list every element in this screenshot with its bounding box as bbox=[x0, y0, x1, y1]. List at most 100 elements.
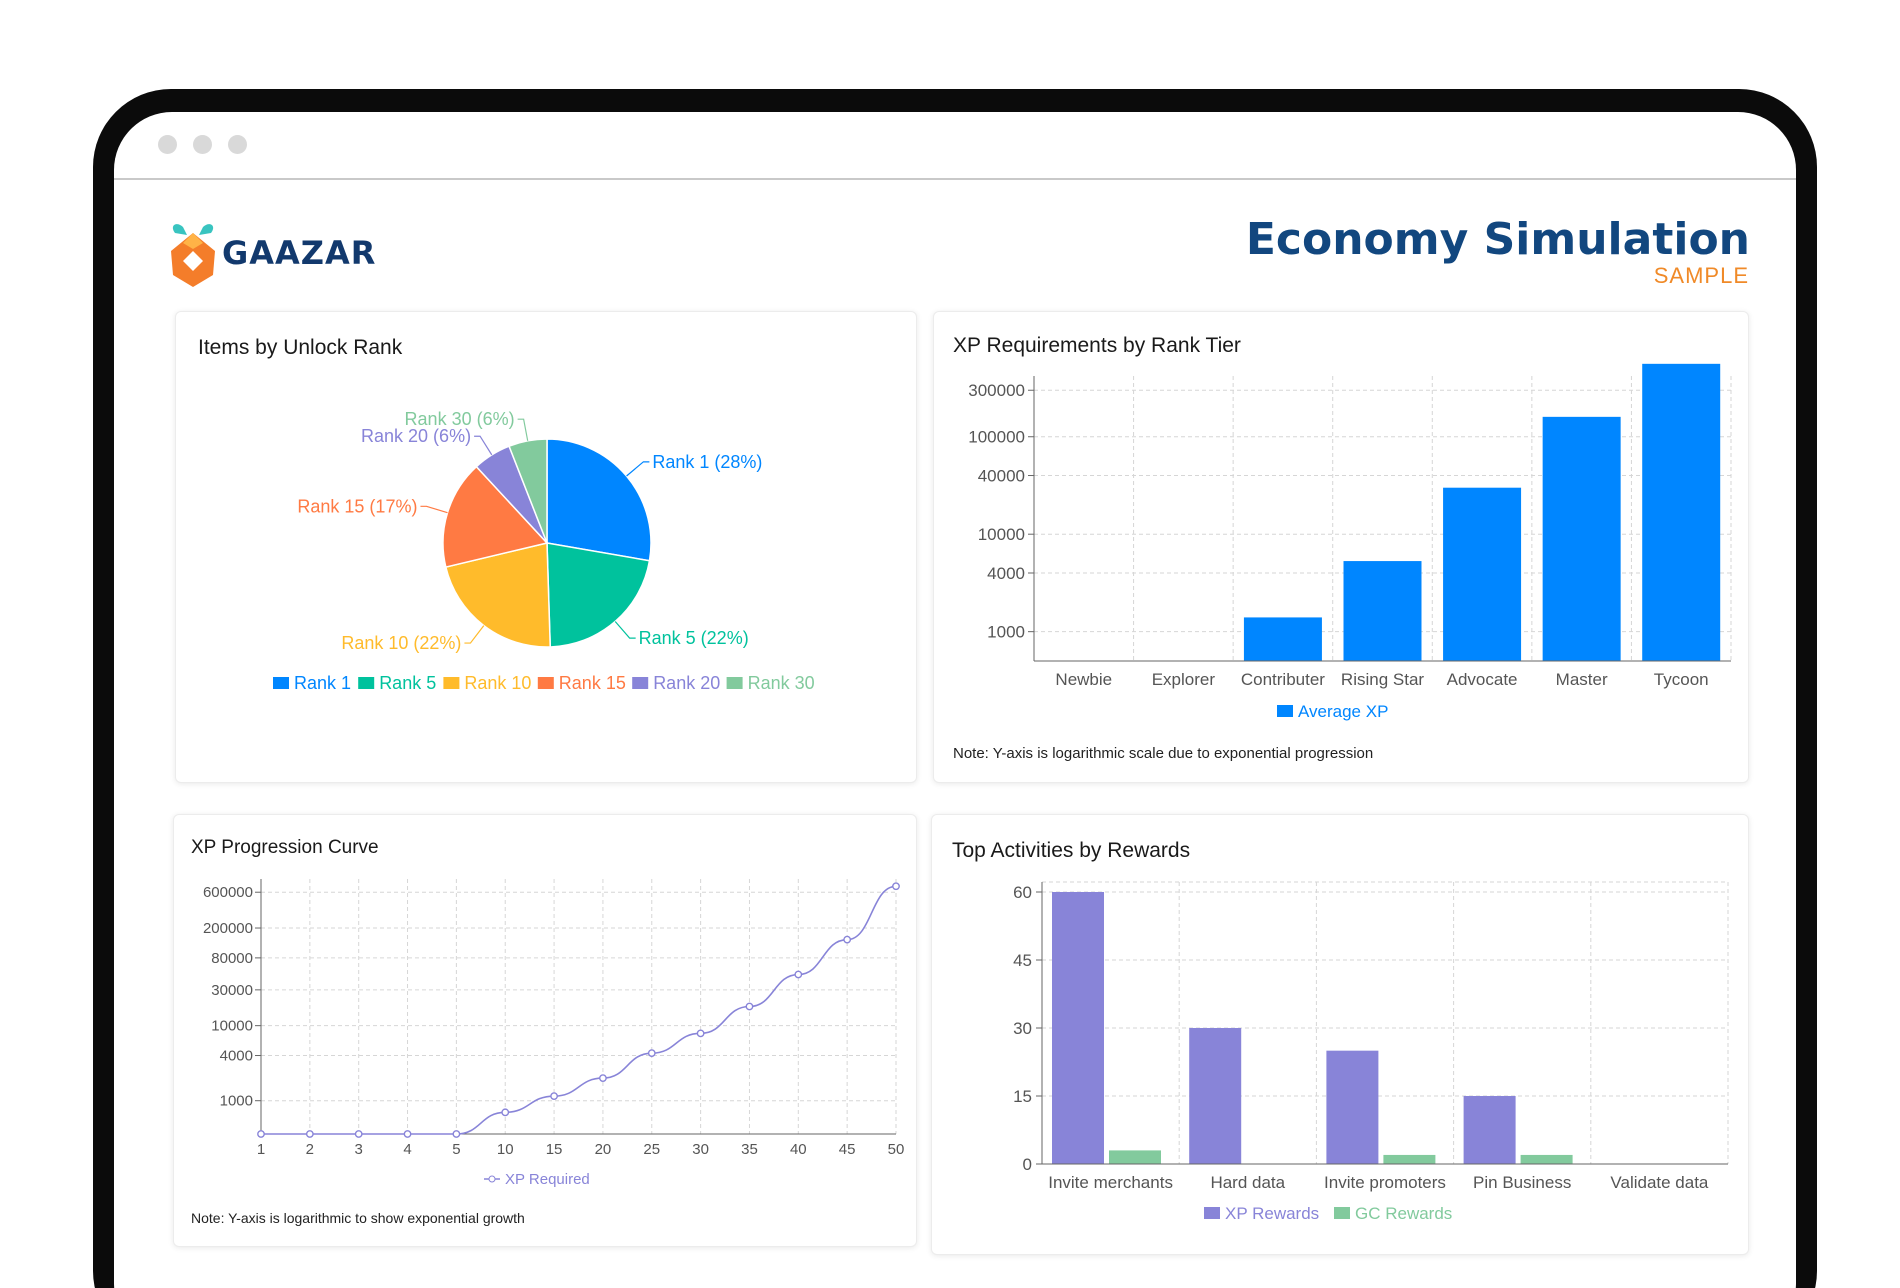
pie-slice-rank-5 bbox=[546, 542, 651, 648]
x-tick-label: Contributer bbox=[1241, 670, 1325, 689]
legend-swatch bbox=[1334, 1207, 1350, 1219]
window-dot-1[interactable] bbox=[158, 135, 177, 154]
bar-tycoon bbox=[1642, 363, 1721, 661]
bar-xp-rewards bbox=[1189, 1028, 1242, 1164]
chart-title: Items by Unlock Rank bbox=[198, 336, 403, 359]
y-tick-label: 300000 bbox=[968, 381, 1025, 400]
y-tick-label: 80000 bbox=[211, 950, 253, 967]
pie-label-line bbox=[464, 625, 485, 644]
xp-requirements-card: XP Requirements by Rank Tier 1000 4000 100… bbox=[933, 311, 1749, 783]
data-point bbox=[305, 1130, 314, 1138]
y-tick-label: 200000 bbox=[203, 920, 253, 937]
pie-slice-label: Rank 30 (6%) bbox=[405, 409, 515, 429]
bar-xp-rewards bbox=[1052, 892, 1104, 1164]
legend-label: XP Required bbox=[505, 1171, 590, 1188]
y-tick-label: 30000 bbox=[211, 982, 253, 999]
x-tick-label: 15 bbox=[546, 1141, 563, 1158]
y-tick-label: 0 bbox=[1023, 1155, 1032, 1174]
legend-label: Rank 15 bbox=[559, 673, 626, 693]
x-tick-label: 5 bbox=[452, 1141, 460, 1158]
x-tick-label: 1 bbox=[257, 1141, 265, 1158]
legend-swatch bbox=[726, 677, 743, 689]
y-tick-label: 40000 bbox=[978, 467, 1025, 486]
data-point bbox=[794, 970, 803, 979]
legend-label: Rank 30 bbox=[748, 673, 815, 693]
pie-label-line bbox=[614, 621, 636, 639]
legend-swatch bbox=[273, 677, 289, 689]
bar-contributer bbox=[1243, 617, 1322, 661]
y-tick-label: 1000 bbox=[220, 1093, 253, 1110]
pie-label-line bbox=[474, 435, 493, 456]
y-tick-label: 60 bbox=[1013, 883, 1032, 902]
x-tick-label: 25 bbox=[643, 1141, 660, 1158]
x-tick-label: Newbie bbox=[1055, 670, 1112, 689]
pie-label-line bbox=[517, 418, 529, 441]
window-dot-3[interactable] bbox=[228, 135, 247, 154]
xp-progression-card: XP Progression Curve 1000 4000 10000 30000 8… bbox=[173, 814, 917, 1247]
legend-swatch bbox=[443, 677, 460, 689]
x-tick-label: Master bbox=[1556, 670, 1608, 689]
chart-note: Note: Y-axis is logarithmic to show expo… bbox=[191, 1210, 525, 1226]
x-tick-label: Hard data bbox=[1210, 1173, 1285, 1192]
pie-slice-label: Rank 1 (28%) bbox=[652, 452, 762, 472]
pie-slice-rank-10 bbox=[444, 542, 552, 648]
y-tick-label: 45 bbox=[1013, 951, 1032, 970]
pie-slice-label: Rank 15 (17%) bbox=[297, 496, 417, 516]
brand-name: GAAZAR bbox=[222, 234, 377, 272]
x-tick-label: 45 bbox=[839, 1141, 856, 1158]
y-tick-label: 10000 bbox=[211, 1018, 253, 1035]
gaazar-logo-icon bbox=[171, 224, 215, 287]
page-subtitle: SAMPLE bbox=[1653, 263, 1749, 288]
bar-gc-rewards bbox=[1109, 1150, 1161, 1164]
x-tick-label: 50 bbox=[888, 1141, 905, 1158]
x-tick-label: Invite merchants bbox=[1048, 1173, 1173, 1192]
bar-advocate bbox=[1443, 487, 1522, 661]
legend-swatch bbox=[1204, 1207, 1220, 1219]
chart-title: Top Activities by Rewards bbox=[952, 839, 1191, 862]
x-tick-label: Invite promoters bbox=[1324, 1173, 1446, 1192]
data-point bbox=[599, 1074, 607, 1083]
x-tick-label: 10 bbox=[497, 1141, 514, 1158]
window-titlebar bbox=[114, 112, 1796, 180]
pie-slice-rank-1 bbox=[546, 438, 652, 562]
legend-label: Rank 20 bbox=[653, 673, 720, 693]
pie-slice-label: Rank 10 (22%) bbox=[341, 633, 461, 653]
x-tick-label: 40 bbox=[790, 1141, 807, 1158]
legend-label: Rank 1 bbox=[294, 673, 351, 693]
bar-xp-rewards bbox=[1463, 1096, 1516, 1164]
data-point bbox=[550, 1092, 558, 1101]
x-tick-label: Tycoon bbox=[1654, 670, 1709, 689]
y-tick-label: 30 bbox=[1013, 1019, 1032, 1038]
legend-swatch bbox=[1277, 705, 1293, 717]
pie-slice-label: Rank 5 (22%) bbox=[639, 628, 749, 648]
bar-xp-rewards bbox=[1326, 1050, 1379, 1164]
data-point bbox=[257, 1130, 265, 1138]
pie-slice-label: Rank 20 (6%) bbox=[361, 426, 471, 446]
pie-label-line bbox=[420, 505, 448, 514]
legend-swatch bbox=[537, 677, 554, 689]
series-line-xp-required bbox=[260, 885, 897, 1135]
legend-label: Rank 5 bbox=[379, 673, 436, 693]
data-point bbox=[745, 1002, 754, 1011]
x-tick-label: 35 bbox=[741, 1141, 758, 1158]
data-point bbox=[892, 882, 900, 891]
chart-title: XP Progression Curve bbox=[191, 837, 379, 858]
x-tick-label: Explorer bbox=[1152, 670, 1216, 689]
x-tick-label: Validate data bbox=[1610, 1173, 1709, 1192]
legend-swatch bbox=[358, 677, 375, 689]
y-tick-label: 1000 bbox=[987, 623, 1025, 642]
y-tick-label: 10000 bbox=[978, 525, 1025, 544]
bar-gc-rewards bbox=[1383, 1154, 1436, 1164]
legend-label: Average XP bbox=[1298, 702, 1388, 721]
window-dot-2[interactable] bbox=[193, 135, 212, 154]
data-point bbox=[843, 935, 852, 944]
y-tick-label: 15 bbox=[1013, 1087, 1032, 1106]
legend-label: XP Rewards bbox=[1225, 1204, 1319, 1223]
pie-slice-rank-15 bbox=[442, 465, 549, 568]
xp-tier-bar-chart: 1000 4000 10000 40000 100000 300000 Newbie Expl… bbox=[968, 363, 1732, 721]
legend-label: Rank 10 bbox=[464, 673, 531, 693]
legend-label: GC Rewards bbox=[1355, 1204, 1452, 1223]
bar-rising-star bbox=[1343, 561, 1422, 661]
x-tick-label: Pin Business bbox=[1473, 1173, 1571, 1192]
